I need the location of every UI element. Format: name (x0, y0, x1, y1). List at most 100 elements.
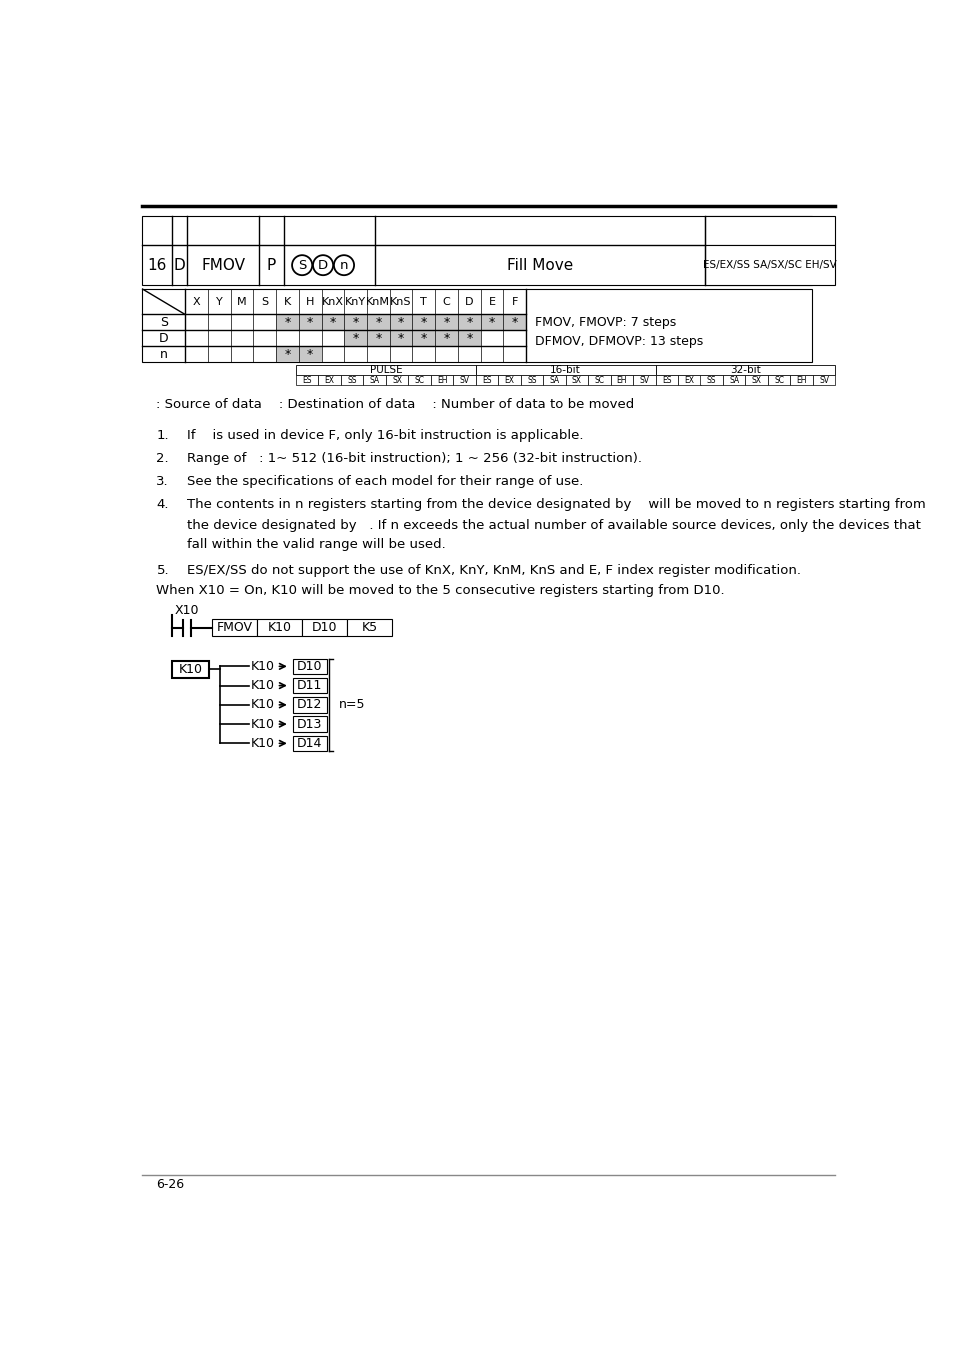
Text: 32-bit: 32-bit (729, 364, 760, 375)
Text: SV: SV (639, 375, 649, 385)
Text: *: * (466, 316, 472, 329)
Text: *: * (352, 332, 358, 344)
Bar (435, 315, 457, 331)
Bar (704, 216, 835, 246)
Text: *: * (307, 348, 313, 360)
Bar (172, 662, 209, 678)
Bar (298, 315, 321, 331)
Text: H: H (306, 297, 314, 306)
Text: ES/EX/SS SA/SX/SC EH/SV: ES/EX/SS SA/SX/SC EH/SV (702, 261, 836, 270)
Text: K10: K10 (251, 679, 274, 693)
Bar (408, 375, 431, 385)
Text: *: * (420, 316, 427, 329)
Text: SX: SX (392, 375, 401, 385)
Bar (812, 375, 835, 385)
Text: PULSE: PULSE (369, 364, 402, 375)
Bar (431, 375, 453, 385)
Text: ES: ES (302, 375, 312, 385)
Text: D13: D13 (297, 718, 322, 730)
Bar (363, 375, 385, 385)
Text: 6-26: 6-26 (156, 1179, 184, 1191)
Text: FMOV, FMOVP: 7 steps: FMOV, FMOVP: 7 steps (535, 316, 676, 329)
Text: SS: SS (706, 375, 716, 385)
Text: Fill Move: Fill Move (506, 258, 573, 273)
Text: SV: SV (819, 375, 828, 385)
Bar (340, 375, 363, 385)
Bar (293, 736, 327, 751)
Text: : Source of data    : Destination of data    : Number of data to be moved: : Source of data : Destination of data :… (156, 398, 634, 410)
Text: *: * (284, 348, 291, 360)
Bar (655, 375, 678, 385)
Text: SX: SX (751, 375, 760, 385)
Bar (655, 364, 835, 375)
Bar (790, 375, 812, 385)
Text: *: * (397, 316, 404, 329)
Text: SC: SC (773, 375, 783, 385)
Bar (390, 315, 412, 331)
Text: *: * (397, 332, 404, 344)
Text: ES: ES (481, 375, 491, 385)
Text: If    is used in device F, only 16-bit instruction is applicable.: If is used in device F, only 16-bit inst… (187, 429, 583, 441)
Bar (257, 620, 302, 636)
Text: SA: SA (549, 375, 558, 385)
Text: 5.: 5. (156, 563, 169, 576)
Bar (457, 315, 480, 331)
Bar (457, 331, 480, 347)
Bar (412, 331, 435, 347)
Bar (275, 347, 298, 362)
Text: C: C (442, 297, 450, 306)
Text: D: D (173, 258, 186, 273)
Bar (321, 315, 344, 331)
Bar (503, 315, 525, 331)
Text: n: n (160, 348, 168, 360)
Text: KnM: KnM (366, 297, 390, 306)
Bar (293, 697, 327, 713)
Text: *: * (307, 316, 313, 329)
Text: D12: D12 (297, 698, 322, 711)
Bar (453, 375, 476, 385)
Text: K10: K10 (178, 663, 202, 676)
Text: 16: 16 (148, 258, 167, 273)
Text: FMOV: FMOV (216, 621, 253, 634)
Text: 1.: 1. (156, 429, 169, 441)
Text: When X10 = On, K10 will be moved to the 5 consecutive registers starting from D1: When X10 = On, K10 will be moved to the … (156, 585, 724, 598)
Bar (678, 375, 700, 385)
Text: K10: K10 (251, 718, 274, 730)
Bar (704, 246, 835, 285)
Text: SS: SS (527, 375, 537, 385)
Text: *: * (284, 316, 291, 329)
Bar (142, 289, 811, 362)
Text: K10: K10 (251, 737, 274, 749)
Circle shape (313, 255, 333, 275)
Text: SC: SC (594, 375, 604, 385)
Text: EH: EH (796, 375, 806, 385)
Text: *: * (443, 332, 449, 344)
Bar (722, 375, 744, 385)
Text: D14: D14 (297, 737, 322, 749)
Text: *: * (511, 316, 517, 329)
Text: n: n (339, 259, 348, 271)
Text: ES: ES (661, 375, 671, 385)
Text: SV: SV (459, 375, 469, 385)
Bar (295, 364, 476, 375)
Text: n=5: n=5 (338, 698, 365, 711)
Bar (293, 678, 327, 694)
Text: T: T (420, 297, 427, 306)
Text: D: D (159, 332, 169, 344)
Text: S: S (261, 297, 268, 306)
Text: D: D (464, 297, 473, 306)
Text: P: P (266, 258, 275, 273)
Text: EX: EX (683, 375, 694, 385)
Text: S: S (297, 259, 306, 271)
Text: *: * (420, 332, 427, 344)
Bar (587, 375, 610, 385)
Bar (318, 375, 340, 385)
Text: X: X (193, 297, 200, 306)
Text: K5: K5 (361, 621, 377, 634)
Text: ES/EX/SS do not support the use of KnX, KnY, KnM, KnS and E, F index register mo: ES/EX/SS do not support the use of KnX, … (187, 563, 801, 576)
Text: *: * (443, 316, 449, 329)
Text: 4.: 4. (156, 498, 169, 512)
Text: SX: SX (571, 375, 581, 385)
Bar (497, 375, 520, 385)
Text: SA: SA (369, 375, 379, 385)
